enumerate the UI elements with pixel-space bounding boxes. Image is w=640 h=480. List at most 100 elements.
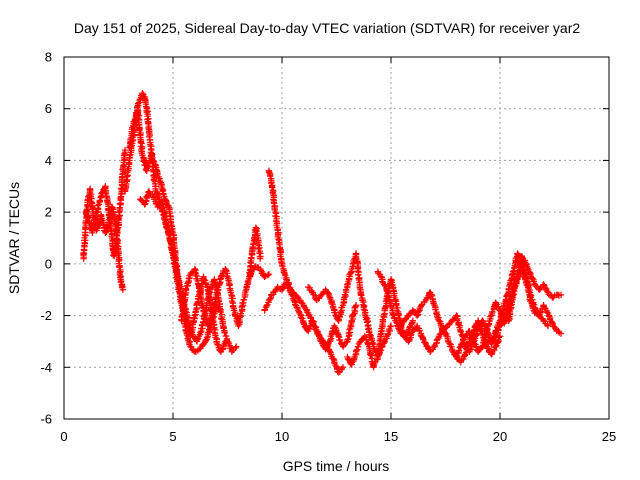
data-point-trail [453,344,463,360]
data-point-trail [115,197,124,224]
data-point-trail [352,251,364,292]
y-axis-label: SDTVAR / TECUs [6,182,22,294]
data-point-trail [253,225,261,239]
data-point [387,322,395,330]
data-point-trail [277,246,285,266]
data-point-trail [157,179,167,198]
data-point-trail [340,339,350,349]
data-point-trail [106,215,116,240]
data-point-trail [103,225,111,235]
data-point-trail [357,288,368,313]
data-point-trail [98,189,106,199]
data-point-trail [387,303,398,322]
data-point-trail [270,192,279,214]
data-point-trail [274,229,283,251]
data-point [276,245,284,252]
data-point-trail [462,345,472,354]
data-point-trail [201,334,211,346]
data-point-trail [532,305,542,318]
data-point-trail [314,329,324,344]
data-point-trail [213,275,225,296]
data-point-trail [362,334,372,348]
series-sat-k [344,276,416,371]
data-point-trail [323,288,333,300]
data-point-trail [344,268,355,287]
data-point-trail [358,335,367,344]
data-point-trail [523,275,534,296]
data-point-trail [83,210,91,220]
data-point-trail [300,303,311,316]
data-point-trail [427,343,437,355]
data-point-trail [397,318,407,329]
data-point-trail [441,324,450,333]
data-point-trail [268,177,277,196]
data-point-trail [414,303,424,318]
data-point-trail [550,292,558,301]
data-point-trail [134,109,144,137]
data-point [479,317,486,324]
data-point-trail [265,168,274,180]
data-point-trail [476,344,485,354]
x-tick-label: 20 [493,429,507,444]
data-point-trail [419,334,429,346]
data-point-trail [336,365,345,375]
data-point-trail [555,328,563,336]
data-point-trail [388,277,399,303]
data-point-trail [315,292,324,302]
data-point-trail [492,300,503,313]
data-point-trail [167,241,178,266]
y-tick-label: 6 [45,101,52,116]
y-tick-label: -4 [40,360,52,375]
data-point-trail [536,282,547,293]
data-point-trail [145,127,155,152]
data-point-trail [275,285,284,293]
data-point [413,312,421,319]
data-point-trail [86,187,96,209]
data-point-trail [457,333,468,349]
data-point-trail [453,313,464,333]
data-point-trail [152,187,163,203]
data-point-trail [340,283,351,307]
y-tick-label: -6 [40,412,52,427]
data-point-trail [540,303,551,316]
data-point [453,353,460,361]
data-point-trail [85,215,93,227]
data-point-trail [239,283,250,307]
data-point [400,333,408,340]
data-point-trail [493,334,502,349]
data-point [557,291,565,299]
series-sat-b [82,146,129,260]
data-point-trail [262,271,272,280]
data-point-trail [463,328,472,339]
y-tick-label: 2 [45,205,52,220]
data-point-trail [419,298,428,308]
data-point-trail [306,284,315,295]
data-point-trail [109,204,117,216]
data-point-trail [309,289,320,303]
data-point-trail [137,197,147,206]
data-point [352,302,360,309]
data-point [557,330,565,337]
data-point-trail [384,323,394,339]
data-point-trail [119,149,129,175]
data-point [492,343,499,350]
data-point-trail [226,282,237,312]
data-point-trail [254,264,262,271]
series-sat-h [265,167,347,376]
y-tick-label: -2 [40,308,52,323]
data-point-trail [297,297,306,307]
series-sat-f [178,263,273,330]
y-tick-label: 0 [45,256,52,271]
data-point-trail [192,266,203,290]
data-point-trail [98,212,106,224]
data-point-trail [222,267,233,287]
data-point-trail [101,184,111,204]
series-sat-g [246,224,264,280]
data-point-trail [444,337,455,351]
data-point-trail [94,222,102,232]
data-point-trail [541,318,551,329]
data-point-trail [349,303,359,323]
data-point-trail [410,324,420,333]
data-point-trail [278,262,290,281]
